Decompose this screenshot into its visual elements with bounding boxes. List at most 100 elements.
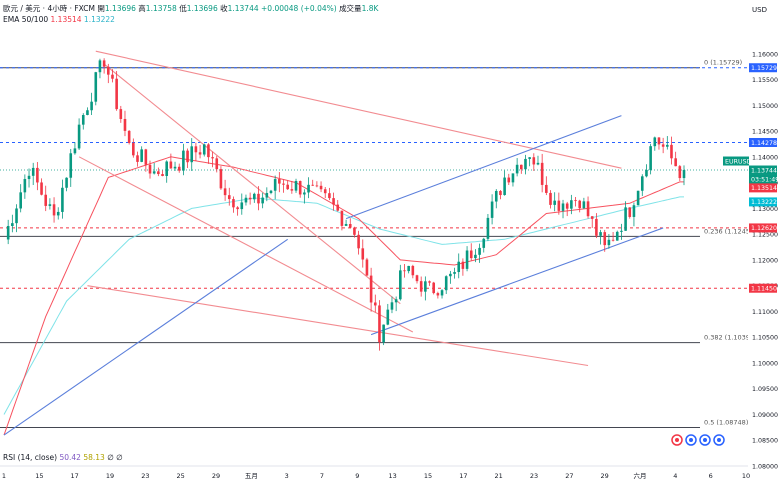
candle	[202, 144, 206, 155]
candle	[428, 281, 431, 283]
candle	[44, 194, 48, 206]
trendline-5[interactable]	[345, 115, 622, 220]
candle	[119, 109, 123, 119]
candle	[323, 189, 327, 194]
candle	[161, 174, 164, 176]
candle	[344, 224, 348, 226]
candle	[298, 181, 302, 195]
candle	[607, 239, 611, 246]
candle	[11, 223, 14, 226]
candle	[674, 158, 677, 167]
candle	[127, 130, 131, 143]
volume-value: 1.8K	[361, 4, 379, 13]
candle	[353, 227, 356, 235]
x-tick-label: 15	[424, 472, 432, 480]
candle	[148, 164, 152, 174]
x-tick-label: 25	[177, 472, 185, 480]
rsi-legend[interactable]: RSI (14, close) 50.42 58.13 ∅ ∅	[3, 453, 123, 462]
candle	[236, 207, 239, 210]
ema50-value: 1.13514	[50, 15, 82, 24]
candle	[73, 148, 77, 154]
candle	[273, 179, 277, 191]
candle	[111, 74, 114, 79]
candle	[499, 190, 502, 196]
candle	[386, 309, 390, 325]
candle	[570, 200, 573, 209]
candle	[278, 179, 281, 184]
change-value: +0.00048 (+0.04%)	[261, 4, 337, 13]
candle	[152, 171, 156, 174]
candle	[190, 146, 194, 163]
candle	[282, 183, 285, 185]
ema100-line[interactable]	[3, 196, 684, 415]
open-label: 開	[97, 4, 105, 13]
candle	[136, 155, 139, 162]
y-tick-label: 1.08000	[752, 464, 778, 471]
candle	[207, 144, 210, 158]
candle	[98, 60, 102, 73]
candle	[227, 195, 231, 200]
y-tick-label: 1.15500	[752, 77, 778, 84]
trendline-2[interactable]	[78, 156, 414, 333]
candle	[219, 169, 223, 189]
y-tick-label: 1.16000	[752, 51, 778, 58]
x-tick-label: 23	[141, 472, 149, 480]
candle	[261, 197, 264, 204]
candle	[465, 250, 469, 269]
candle	[474, 254, 477, 259]
candle	[478, 247, 481, 255]
rsi-extra-1: ∅	[107, 453, 114, 462]
candle	[186, 150, 189, 163]
candle	[123, 118, 127, 131]
candle	[624, 207, 627, 231]
candle	[670, 144, 673, 159]
candle	[115, 78, 118, 110]
y-tick-label: 1.09000	[752, 412, 778, 419]
trendline-6[interactable]	[370, 227, 664, 336]
price-label-bg-0	[749, 63, 777, 73]
x-tick-label: 六月	[634, 471, 647, 480]
price-label-2: EURUSD	[725, 158, 752, 165]
rsi-ma-value: 58.13	[83, 453, 105, 462]
candle	[15, 208, 18, 224]
candle	[469, 250, 473, 259]
candle	[411, 265, 415, 276]
candle	[653, 137, 657, 147]
x-tick-label: 15	[35, 472, 43, 480]
candle	[611, 239, 615, 241]
candle	[440, 290, 444, 296]
candle	[532, 157, 536, 165]
x-tick-label: 17	[71, 472, 79, 480]
trendline-1[interactable]	[103, 63, 401, 305]
y-tick-label: 1.12500	[752, 232, 778, 239]
candle	[574, 200, 577, 202]
trendline-0[interactable]	[95, 50, 622, 169]
candle	[540, 162, 544, 185]
price-label-bg-8	[749, 283, 777, 293]
candle	[536, 162, 540, 165]
candle	[390, 302, 394, 310]
candle	[553, 200, 556, 205]
x-tick-label: 10	[742, 472, 750, 480]
chart-header: 歐元 / 美元 · 4小時 · FXCM 開1.13696 高1.13758 低…	[3, 3, 378, 14]
candle	[524, 158, 527, 170]
candle	[620, 230, 623, 232]
trendline-3[interactable]	[87, 285, 589, 367]
candle	[319, 185, 323, 190]
candle	[144, 149, 148, 165]
candle	[394, 299, 398, 303]
candle	[628, 207, 632, 217]
trendline-4[interactable]	[3, 238, 288, 436]
candle	[636, 190, 640, 206]
price-axis[interactable]	[748, 0, 779, 486]
candle	[682, 170, 686, 179]
ema50-line[interactable]	[3, 156, 684, 436]
candle	[61, 187, 64, 212]
candle	[632, 205, 636, 217]
ema-legend[interactable]: EMA 50/100 1.13514 1.13222	[3, 15, 115, 24]
candle	[494, 190, 498, 202]
flag-icon-dot	[689, 438, 693, 442]
candle	[515, 164, 519, 174]
x-tick-label: 23	[530, 472, 538, 480]
